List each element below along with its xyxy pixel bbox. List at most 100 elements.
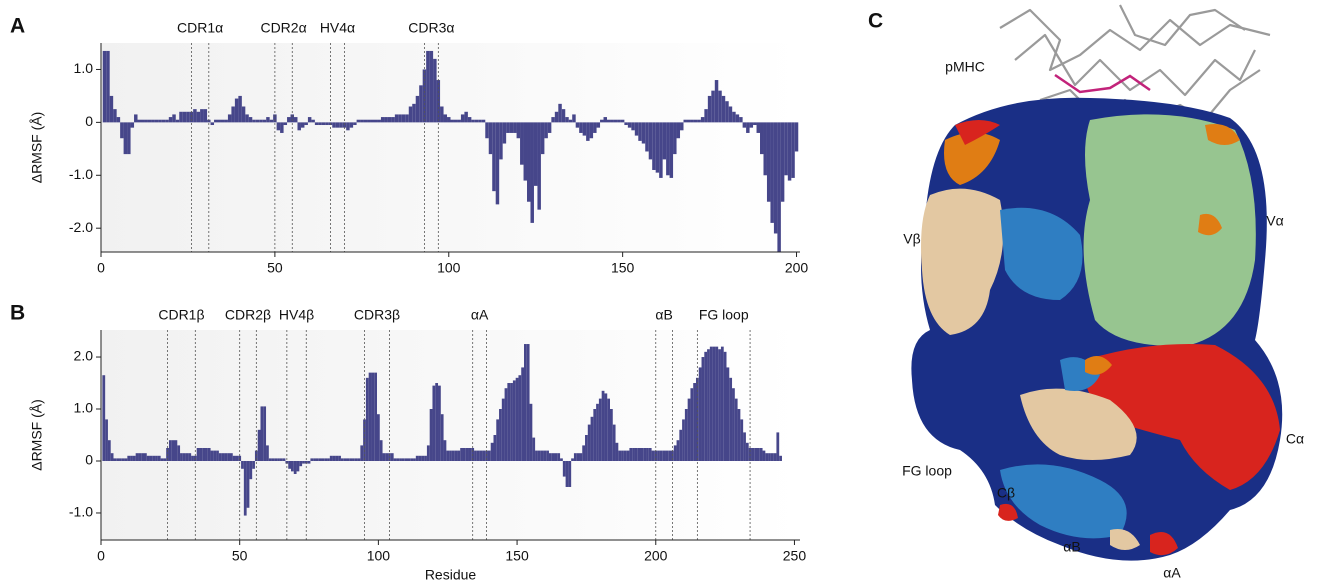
bar xyxy=(488,122,493,155)
region-label: CDR2α xyxy=(260,20,306,36)
bar xyxy=(404,458,408,461)
bar xyxy=(243,460,247,516)
bar xyxy=(238,95,242,123)
panel-letter: C xyxy=(868,10,883,33)
bar xyxy=(651,450,655,461)
bar xyxy=(734,398,738,461)
bar xyxy=(773,453,777,461)
bar xyxy=(593,409,597,461)
bar xyxy=(385,453,389,461)
red-patch xyxy=(998,503,1018,521)
region-label: CDR3β xyxy=(354,307,400,323)
bar xyxy=(346,458,350,461)
bar xyxy=(711,90,715,123)
bar xyxy=(371,372,375,461)
bar xyxy=(535,450,538,461)
bar xyxy=(241,106,246,123)
bar xyxy=(299,460,303,467)
bar xyxy=(419,85,423,123)
bar xyxy=(157,455,161,461)
region-label: CDR2β xyxy=(225,307,271,323)
bar xyxy=(105,419,108,461)
bar xyxy=(704,351,708,461)
bar xyxy=(637,447,641,461)
bar xyxy=(123,122,128,155)
bar xyxy=(447,117,451,123)
bar xyxy=(165,119,169,123)
bar xyxy=(627,122,632,128)
bar xyxy=(655,122,660,173)
bar xyxy=(745,442,749,461)
bar xyxy=(547,122,552,133)
panel-letter: A xyxy=(10,15,25,38)
bar xyxy=(499,409,502,461)
bar xyxy=(302,460,305,464)
bar xyxy=(245,114,249,123)
bar xyxy=(273,114,277,123)
bar xyxy=(698,367,702,461)
bar xyxy=(683,119,687,123)
bar xyxy=(735,114,740,123)
bar xyxy=(707,349,710,461)
bar xyxy=(186,111,190,123)
region-label: HV4β xyxy=(279,307,314,323)
bar xyxy=(600,119,604,123)
bar xyxy=(770,122,774,223)
bar xyxy=(780,122,785,202)
bar xyxy=(210,122,215,126)
bar xyxy=(529,403,533,461)
bar xyxy=(537,122,541,210)
bar xyxy=(113,109,117,123)
bar xyxy=(307,117,312,123)
bar xyxy=(521,367,525,461)
bar xyxy=(241,460,244,469)
bar xyxy=(476,450,480,461)
bar xyxy=(413,458,416,461)
bar xyxy=(537,450,541,461)
bar xyxy=(640,447,644,461)
plot-background xyxy=(101,43,800,252)
bar xyxy=(177,445,181,461)
bar xyxy=(356,119,361,123)
bar xyxy=(408,106,413,123)
bar xyxy=(191,455,194,461)
region-label: CDR1β xyxy=(158,307,204,323)
bar xyxy=(791,122,795,178)
bar xyxy=(624,122,628,126)
bar xyxy=(220,119,225,123)
bar xyxy=(342,122,347,128)
bar xyxy=(562,460,566,477)
bar xyxy=(263,406,267,461)
bar xyxy=(203,109,208,123)
bar xyxy=(645,122,649,152)
bar xyxy=(279,458,283,461)
bar xyxy=(746,122,750,133)
bar xyxy=(575,122,580,128)
bar xyxy=(343,458,347,461)
bar xyxy=(607,398,610,461)
bar xyxy=(412,103,416,123)
bar xyxy=(520,122,524,165)
bar xyxy=(224,453,228,461)
bar xyxy=(168,440,172,461)
bar xyxy=(551,117,555,123)
bar xyxy=(260,406,264,461)
bar xyxy=(440,414,444,461)
bar xyxy=(631,122,635,131)
bar xyxy=(478,119,482,123)
bar xyxy=(513,122,517,133)
bar xyxy=(229,453,233,461)
bar xyxy=(380,117,385,123)
bar xyxy=(311,119,315,123)
bar xyxy=(460,114,465,123)
bar xyxy=(274,458,278,461)
bar xyxy=(321,122,326,126)
bar xyxy=(335,455,339,461)
bar xyxy=(576,453,580,461)
y-tick-label: 0 xyxy=(85,113,93,129)
bar xyxy=(604,393,608,461)
bar xyxy=(523,122,528,181)
bar xyxy=(224,119,228,123)
bar xyxy=(384,117,388,123)
